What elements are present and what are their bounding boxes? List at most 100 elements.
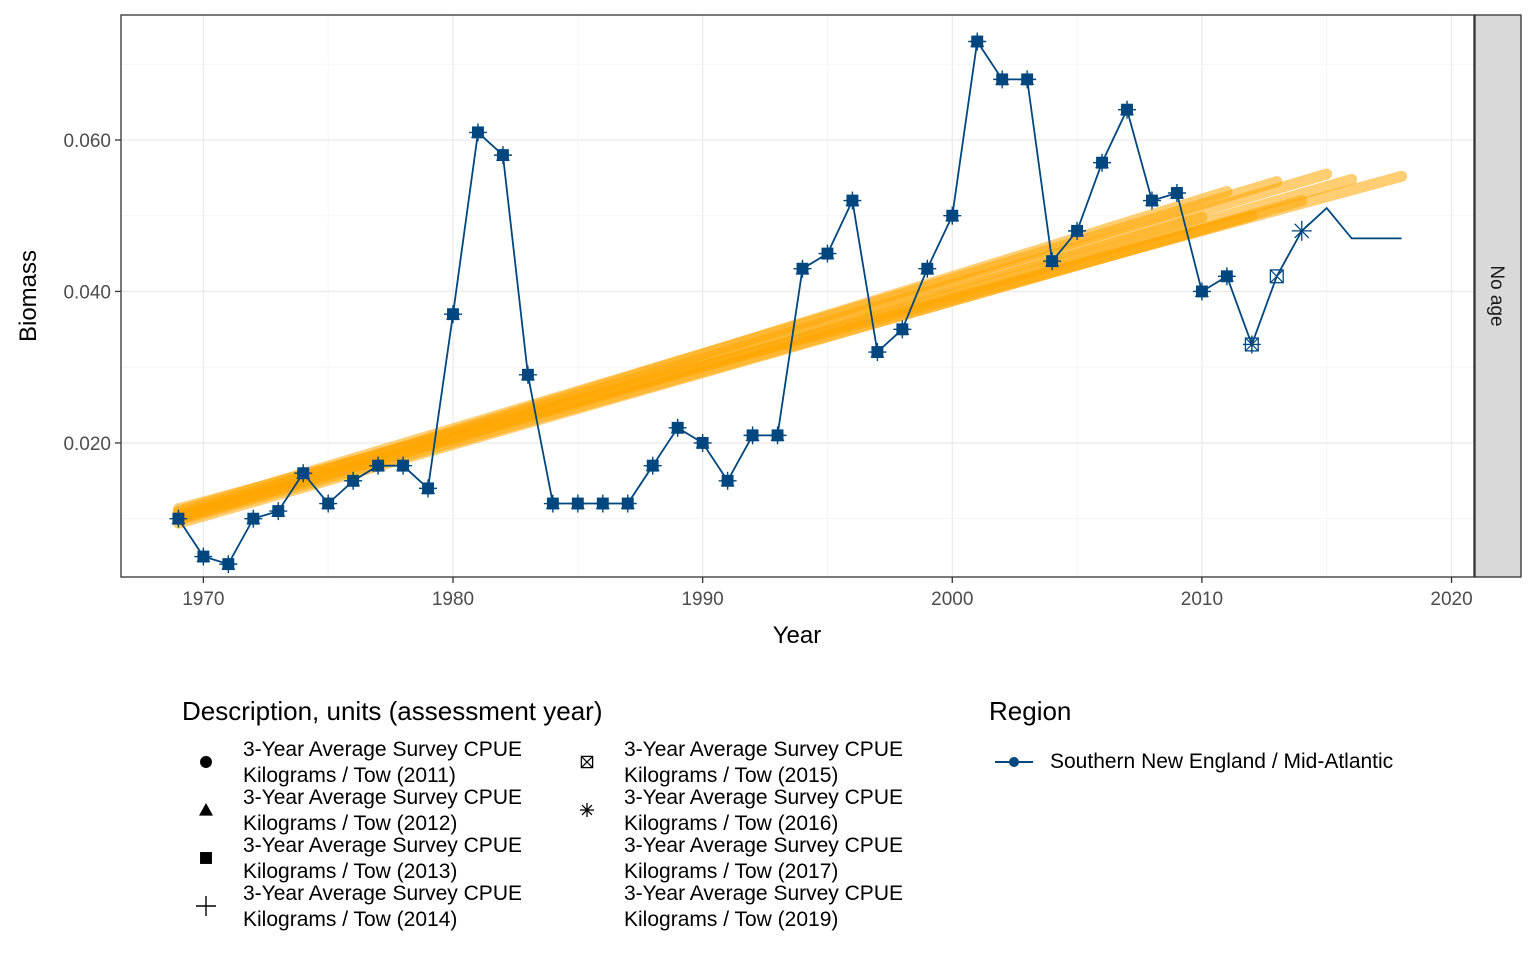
- region-legend-label: Southern New England / Mid-Atlantic: [1050, 750, 1394, 773]
- description-legend-label: 3-Year Average Survey CPUE Kilograms / To…: [624, 737, 903, 789]
- data-point: [618, 494, 637, 513]
- data-point: [169, 509, 188, 528]
- facet-strip: [1474, 14, 1522, 578]
- x-axis-title: Year: [773, 622, 822, 649]
- x-tick-label: 1990: [681, 589, 723, 610]
- data-point: [518, 365, 537, 384]
- data-point: [693, 433, 712, 452]
- description-legend-key: [199, 803, 213, 816]
- data-point: [668, 418, 687, 437]
- x-tick-label: 1980: [432, 589, 474, 610]
- data-point: [394, 456, 413, 475]
- data-point: [1217, 267, 1236, 286]
- description-legend-label-line1: 3-Year Average Survey CPUE: [243, 834, 522, 857]
- data-point: [1242, 335, 1261, 354]
- description-legend-label-line1: 3-Year Average Survey CPUE: [243, 738, 522, 761]
- data-point: [818, 244, 837, 263]
- x-tick-label: 2000: [931, 589, 973, 610]
- marker-box-diag2: [1269, 269, 1284, 284]
- description-legend-label-line2: Kilograms / Tow (2015): [624, 764, 839, 787]
- marker-box: [1269, 269, 1284, 284]
- data-point: [444, 305, 463, 324]
- marker-square: [200, 852, 212, 864]
- data-point: [269, 502, 288, 521]
- data-point: [968, 32, 987, 51]
- y-axis-title: Biomass: [15, 250, 42, 342]
- description-legend-key: [572, 891, 602, 921]
- description-legend-label: 3-Year Average Survey CPUE Kilograms / To…: [243, 785, 522, 837]
- data-point: [893, 320, 912, 339]
- y-tick-label: 0.060: [63, 131, 111, 152]
- data-point: [943, 206, 962, 225]
- data-point: [294, 464, 313, 483]
- description-legend-label-line1: 3-Year Average Survey CPUE: [624, 738, 903, 761]
- data-point: [468, 123, 487, 142]
- description-legend-label-line2: Kilograms / Tow (2016): [624, 812, 839, 835]
- marker-asterisk-arm: [581, 804, 593, 816]
- data-point: [319, 494, 338, 513]
- marker-box: [580, 755, 594, 769]
- data-point: [1043, 252, 1062, 271]
- data-point: [1118, 100, 1137, 119]
- data-point: [1018, 70, 1037, 89]
- data-point: [1142, 191, 1161, 210]
- description-legend-label-line2: Kilograms / Tow (2017): [624, 860, 839, 883]
- x-tick-label: 1970: [182, 589, 224, 610]
- marker-asterisk-arm: [1294, 223, 1310, 239]
- data-point: [993, 70, 1012, 89]
- plot-border: [120, 14, 1475, 578]
- data-point: [493, 146, 512, 165]
- x-axis: 1970 1980 1990 2000 2010 2020: [182, 577, 1473, 610]
- description-legend-label-line2: Kilograms / Tow (2013): [243, 860, 458, 883]
- description-legend-title: Description, units (assessment year): [182, 696, 603, 726]
- marker-box-diag2: [580, 755, 594, 769]
- data-point: [244, 509, 263, 528]
- description-legend-key: [200, 852, 212, 864]
- x-tick-label: 2020: [1430, 589, 1472, 610]
- description-legend-label: 3-Year Average Survey CPUE Kilograms / To…: [624, 833, 903, 885]
- description-legend-label-line1: 3-Year Average Survey CPUE: [624, 882, 903, 905]
- description-legend-key: [196, 896, 216, 916]
- data-point: [369, 456, 388, 475]
- description-legend-label-line2: Kilograms / Tow (2011): [243, 764, 456, 787]
- data-point: [568, 494, 587, 513]
- data-point: [593, 494, 612, 513]
- data-point: [543, 494, 562, 513]
- description-legend-label: 3-Year Average Survey CPUE Kilograms / To…: [624, 881, 903, 933]
- data-point: [718, 471, 737, 490]
- data-point: [768, 426, 787, 445]
- data-point: [1269, 269, 1284, 284]
- data-point: [643, 456, 662, 475]
- data-point: [1068, 221, 1087, 240]
- data-point: [1167, 183, 1186, 202]
- description-legend-label-line2: Kilograms / Tow (2014): [243, 908, 458, 931]
- marker-triangle: [199, 803, 213, 816]
- trend-lines: [172, 168, 1408, 529]
- region-legend-key: [995, 757, 1033, 767]
- description-legend-label-line2: Kilograms / Tow (2019): [624, 908, 839, 931]
- description-legend-key: [572, 843, 602, 873]
- data-point: [419, 479, 438, 498]
- description-legend-label: 3-Year Average Survey CPUE Kilograms / To…: [243, 833, 522, 885]
- data-point: [743, 426, 762, 445]
- data-point: [843, 191, 862, 210]
- series-layer: [169, 32, 1402, 574]
- description-legend-label: 3-Year Average Survey CPUE Kilograms / To…: [243, 881, 522, 933]
- data-point: [793, 259, 812, 278]
- y-tick-label: 0.040: [63, 282, 111, 303]
- y-axis: 0.020 0.040 0.060: [63, 131, 121, 455]
- data-point: [1093, 153, 1112, 172]
- data-point: [1192, 282, 1211, 301]
- description-legend-label-line1: 3-Year Average Survey CPUE: [243, 882, 522, 905]
- description-legend-label: 3-Year Average Survey CPUE Kilograms / To…: [624, 785, 903, 837]
- y-tick-label: 0.020: [63, 434, 111, 455]
- description-legend-label-line2: Kilograms / Tow (2012): [243, 812, 458, 835]
- data-point: [344, 471, 363, 490]
- x-tick-label: 2010: [1181, 589, 1223, 610]
- marker-box-diag2: [1245, 337, 1259, 352]
- trend-line: [172, 170, 1408, 515]
- data-point: [219, 555, 238, 574]
- data-point: [1291, 220, 1312, 241]
- description-legend-key: [200, 756, 212, 768]
